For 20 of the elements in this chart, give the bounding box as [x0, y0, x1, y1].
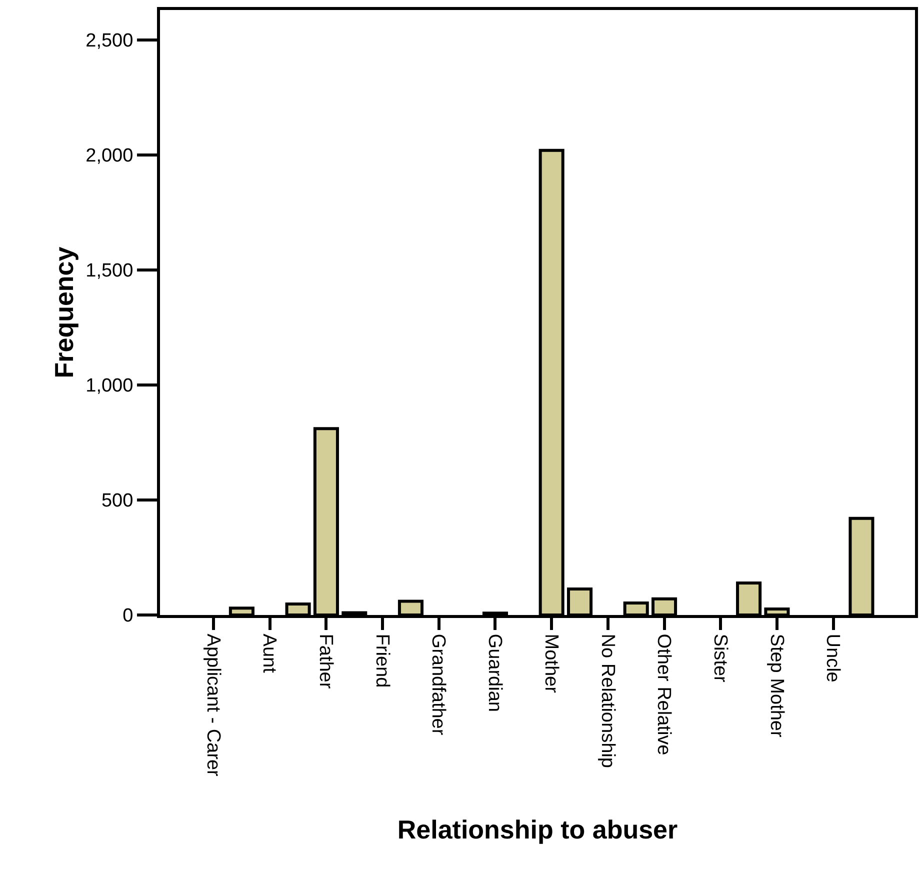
y-tick-label: 2,000	[86, 146, 134, 167]
y-tick-label: 1,500	[86, 260, 134, 282]
y-tick-label: 1,000	[86, 376, 134, 397]
x-tick-label: Guardian	[484, 634, 506, 712]
y-tick-label: 500	[101, 490, 134, 512]
y-axis-title: Frequency	[49, 246, 80, 378]
x-tick-label: Step Mother	[766, 634, 787, 738]
x-axis-title: Relationship to abuser	[397, 814, 678, 845]
x-tick-label: Friend	[371, 634, 392, 688]
x-tick-label: Uncle	[822, 634, 844, 682]
x-tick-label: Sister	[709, 634, 730, 684]
x-tick-label: Mother	[540, 634, 562, 694]
x-tick-label: Applicant - Carer	[202, 634, 224, 778]
y-tick-label: 0	[122, 606, 134, 627]
x-tick-label: Grandfather	[428, 634, 449, 736]
x-tick-label: Aunt	[258, 634, 280, 674]
x-tick-label: Other Relative	[653, 634, 674, 756]
x-tick-label: Father	[315, 634, 336, 690]
y-tick-label: 2,500	[86, 30, 134, 52]
x-tick-label: No Relationship	[596, 634, 618, 768]
